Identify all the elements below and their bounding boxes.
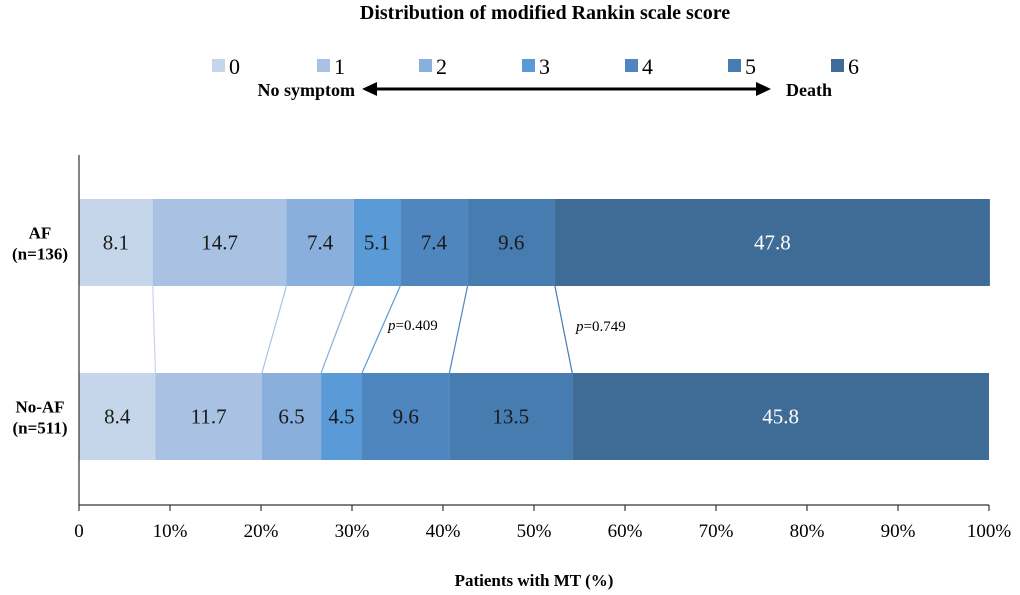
p-value-409: p=0.409 xyxy=(387,318,438,334)
bar-No-AF-1 xyxy=(155,373,262,460)
legend-swatch-2 xyxy=(419,59,432,72)
row-label-AF: AF xyxy=(29,224,52,243)
bar-AF-1 xyxy=(152,199,287,286)
legend-swatch-5 xyxy=(728,59,741,72)
bar-AF-5 xyxy=(467,199,555,286)
row-label-n-AF: (n=136) xyxy=(12,245,68,264)
p-values: p=0.409 p=0.749 xyxy=(387,318,626,335)
bar-No-AF-2 xyxy=(261,373,322,460)
bar-AF-2 xyxy=(286,199,354,286)
data-label-No-AF-1: 11.7 xyxy=(191,405,227,429)
data-label-AF-5: 9.6 xyxy=(498,231,524,255)
scale-arrow: No symptom Death xyxy=(258,80,833,100)
bar-No-AF-5 xyxy=(449,373,573,460)
bar-AF-0 xyxy=(79,199,153,286)
legend-label-2: 2 xyxy=(436,54,447,79)
bar-AF-6 xyxy=(554,199,990,286)
data-label-AF-4: 7.4 xyxy=(421,231,448,255)
legend-label-4: 4 xyxy=(642,54,653,79)
bars: 8.1 14.7 7.4 5.1 7.4 9.6 47.8 8.4 11.7 6.5 4.5 9.6 1… xyxy=(79,199,990,460)
x-tick-label-9: 90% xyxy=(881,521,916,542)
data-label-No-AF-4: 9.6 xyxy=(393,405,419,429)
bar-No-AF-4 xyxy=(362,373,450,460)
bar-AF-3 xyxy=(353,199,401,286)
legend-swatch-6 xyxy=(831,59,844,72)
connector-line-6 xyxy=(554,285,573,374)
row-labels: AF (n=136) No-AF (n=511) xyxy=(12,224,68,438)
axes: 0 10% 20% 30% 40% 50% 60% 70% 80% 90% 100% xyxy=(74,155,1011,542)
connector-line-2 xyxy=(261,285,288,374)
data-label-AF-6: 47.8 xyxy=(754,231,791,255)
data-label-No-AF-5: 13.5 xyxy=(492,405,529,429)
bar-No-AF-6 xyxy=(572,373,989,460)
data-label-No-AF-3: 4.5 xyxy=(328,405,354,429)
p-value-749: p=0.749 xyxy=(575,319,626,335)
x-axis-label: Patients with MT (%) xyxy=(455,571,614,590)
legend-swatch-1 xyxy=(317,59,330,72)
data-label-AF-0: 8.1 xyxy=(103,231,129,255)
death-label: Death xyxy=(786,80,832,100)
data-label-AF-3: 5.1 xyxy=(364,231,390,255)
arrow-head-right xyxy=(756,82,771,96)
legend-swatch-0 xyxy=(212,59,225,72)
legend-swatch-3 xyxy=(522,59,535,72)
x-tick-label-6: 60% xyxy=(608,521,643,542)
connector-line-5 xyxy=(448,285,469,374)
legend-label-5: 5 xyxy=(745,54,756,79)
bar-AF-4 xyxy=(400,199,468,286)
data-label-AF-1: 14.7 xyxy=(201,231,238,255)
legend-label-6: 6 xyxy=(848,54,859,79)
legend-label-0: 0 xyxy=(229,54,240,79)
x-tick-label-5: 50% xyxy=(517,521,552,542)
x-tick-label-3: 30% xyxy=(335,521,370,542)
legend-label-1: 1 xyxy=(334,54,345,79)
x-tick-label-8: 80% xyxy=(790,521,825,542)
data-label-No-AF-6: 45.8 xyxy=(762,405,799,429)
data-label-AF-2: 7.4 xyxy=(307,231,334,255)
x-tick-label-10: 100% xyxy=(967,521,1012,542)
data-label-No-AF-2: 6.5 xyxy=(278,405,304,429)
x-tick-label-7: 70% xyxy=(699,521,734,542)
row-label-No-AF: No-AF xyxy=(15,398,64,417)
bar-No-AF-0 xyxy=(79,373,156,460)
connector-line-1 xyxy=(152,285,157,374)
connector-lines xyxy=(152,285,573,374)
legend: 0 1 2 3 4 5 6 xyxy=(212,54,859,79)
legend-swatch-4 xyxy=(625,59,638,72)
data-label-No-AF-0: 8.4 xyxy=(104,405,131,429)
x-tick-label-1: 10% xyxy=(153,521,188,542)
no-symptom-label: No symptom xyxy=(258,80,356,100)
arrow-head-left xyxy=(362,82,377,96)
row-label-n-No-AF: (n=511) xyxy=(12,419,67,438)
x-tick-label-0: 0 xyxy=(74,521,84,542)
connector-line-3 xyxy=(320,285,355,374)
connector-line-4 xyxy=(361,285,401,374)
chart-title: Distribution of modified Rankin scale sc… xyxy=(360,2,730,24)
bar-No-AF-3 xyxy=(321,373,363,460)
x-tick-label-4: 40% xyxy=(426,521,461,542)
legend-label-3: 3 xyxy=(539,54,550,79)
x-tick-label-2: 20% xyxy=(244,521,279,542)
